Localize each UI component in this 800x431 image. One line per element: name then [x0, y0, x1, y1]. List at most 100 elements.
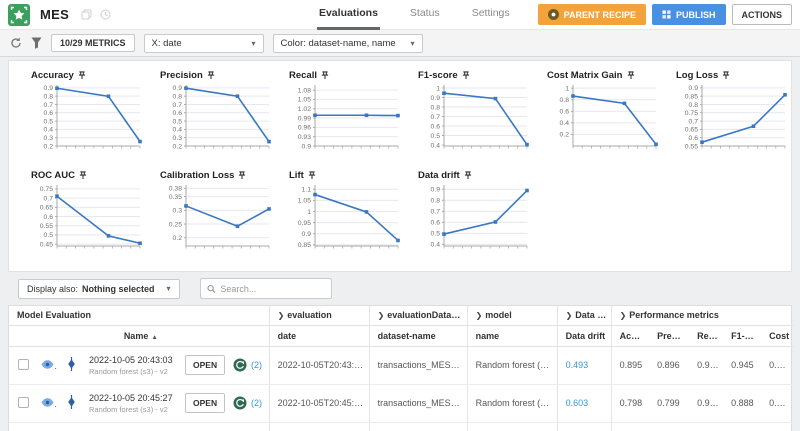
parent-recipe-button[interactable]: PARENT RECIPE: [537, 4, 646, 25]
parent-recipe-label: PARENT RECIPE: [563, 9, 636, 20]
svg-text:0.2: 0.2: [173, 143, 183, 150]
metric-chart-lift: Lift 1.1 1.05 1 0.95 0.9 0.85: [285, 169, 403, 265]
actions-button[interactable]: ACTIONS: [731, 4, 792, 25]
column-precision[interactable]: Precision: [649, 325, 690, 347]
group-model[interactable]: ❯ model: [466, 306, 558, 326]
metrics-selector-button[interactable]: 10/29 METRICS: [51, 34, 135, 52]
column-model-name[interactable]: name: [466, 325, 558, 347]
builds-link[interactable]: (2): [251, 398, 262, 408]
metric-chart-plot: 0.9 0.8 0.7 0.6 0.5 0.4: [431, 185, 529, 249]
pin-icon[interactable]: [464, 171, 472, 180]
group-evaluation-dataset[interactable]: ❯ evaluationDataset: [368, 306, 468, 326]
publish-button[interactable]: PUBLISH: [651, 4, 726, 25]
cell-cost: 0.864: [761, 346, 794, 385]
svg-text:0.5: 0.5: [44, 118, 54, 125]
group-evaluation[interactable]: ❯ evaluation: [268, 306, 370, 326]
svg-text:0.7: 0.7: [431, 209, 441, 216]
charts-row-1: Accuracy 0.9 0.8 0.7 0.6 0.5 0.4 0.3 0.2 Precisio…: [27, 69, 787, 165]
builds-link[interactable]: (2): [251, 360, 262, 370]
column-date[interactable]: date: [268, 325, 370, 347]
column-accuracy[interactable]: Accuracy: [610, 325, 650, 347]
column-data-drift[interactable]: Data drift: [556, 325, 612, 347]
pin-icon[interactable]: [321, 71, 329, 80]
column-dataset-name[interactable]: dataset-name: [368, 325, 468, 347]
metric-chart-plot: 0.75 0.7 0.65 0.6 0.55 0.5 0.45: [40, 185, 142, 249]
open-button[interactable]: OPEN: [185, 393, 225, 413]
svg-text:0.6: 0.6: [560, 109, 570, 116]
group-model-evaluation[interactable]: Model Evaluation: [9, 306, 270, 326]
model-version-icon[interactable]: [67, 395, 76, 409]
copy-icon[interactable]: [81, 9, 92, 20]
data-drift-link[interactable]: 0.603: [565, 398, 589, 408]
display-also-select[interactable]: Display also: Nothing selected ▾: [18, 278, 180, 299]
metric-chart-plot: 1 0.8 0.6 0.4 0.2: [560, 85, 658, 149]
recipe-icon: [547, 9, 559, 20]
row-checkbox[interactable]: [17, 396, 29, 408]
pin-icon[interactable]: [627, 71, 635, 80]
group-data-drift[interactable]: ❯ Data drift: [556, 306, 612, 326]
pin-icon[interactable]: [207, 71, 215, 80]
pin-icon[interactable]: [238, 171, 246, 180]
chart-title: F1-score: [414, 69, 532, 82]
svg-text:0.7: 0.7: [431, 114, 441, 121]
evaluation-name[interactable]: 2022-10-05 20:45:27: [89, 392, 173, 403]
pin-icon[interactable]: [462, 71, 470, 80]
data-drift-link[interactable]: 0.493: [565, 360, 589, 370]
column-f1-score[interactable]: F1-score: [723, 325, 762, 347]
svg-text:0.9: 0.9: [431, 95, 441, 102]
row-checkbox[interactable]: [17, 358, 29, 370]
model-version-icon[interactable]: [67, 357, 76, 371]
metrics-toolbar: 10/29 METRICS X: date ▾ Color: dataset-n…: [0, 30, 800, 57]
search-box[interactable]: [199, 278, 332, 299]
caret-down-icon: ▾: [410, 38, 415, 48]
svg-text:0.65: 0.65: [685, 127, 698, 134]
metric-chart-plot: 0.380.35 0.3 0.25 0.2: [169, 185, 271, 249]
history-clock-icon[interactable]: [100, 9, 111, 20]
charts-row-2: ROC AUC 0.75 0.7 0.65 0.6 0.55 0.5 0.45 Calibrat…: [27, 169, 785, 265]
svg-text:0.85: 0.85: [298, 242, 311, 249]
group-performance-metrics[interactable]: ❯ Performance metrics: [610, 306, 794, 326]
cell-precision: 0.799: [649, 384, 690, 423]
open-button[interactable]: OPEN: [185, 355, 225, 375]
filter-metrics-icon[interactable]: [31, 37, 42, 49]
column-recall[interactable]: Recall: [689, 325, 724, 347]
tab-settings[interactable]: Settings: [471, 7, 510, 19]
svg-text:0.3: 0.3: [173, 208, 183, 215]
svg-text:0.5: 0.5: [173, 118, 183, 125]
chart-title: Lift: [285, 169, 403, 182]
pin-icon[interactable]: [308, 171, 316, 180]
pin-icon[interactable]: [79, 171, 87, 180]
column-cost[interactable]: Cost: [761, 325, 794, 347]
svg-text:0.8: 0.8: [689, 102, 699, 109]
x-axis-select[interactable]: X: date ▾: [143, 33, 264, 53]
cell-recall: 0.999: [689, 346, 724, 385]
refresh-icon[interactable]: [10, 37, 22, 49]
cell-model-name: Random forest (s3) - v2: [466, 346, 558, 385]
color-select[interactable]: Color: dataset-name, name ▾: [272, 33, 423, 53]
caret-down-icon: ▾: [166, 284, 171, 293]
eye-icon[interactable]: [41, 359, 54, 369]
tab-status[interactable]: Status: [409, 7, 440, 19]
cell-recall: 0.999: [689, 384, 724, 423]
metric-chart-accuracy: Accuracy 0.9 0.8 0.7 0.6 0.5 0.4 0.3 0.2: [27, 69, 145, 165]
color-value: Color: dataset-name, name: [280, 37, 396, 49]
svg-text:1: 1: [436, 85, 440, 92]
evaluation-row: 2022-10-05 20:43:03 Random forest (s3) - …: [9, 346, 794, 385]
pin-icon[interactable]: [722, 71, 730, 80]
pin-icon[interactable]: [78, 71, 86, 80]
cell-f1-score: 0.888: [723, 384, 762, 423]
svg-text:0.8: 0.8: [173, 93, 183, 100]
svg-text:0.4: 0.4: [431, 142, 441, 149]
display-also-label: Display also:: [27, 283, 79, 294]
evaluation-name[interactable]: 2022-10-05 20:43:03: [89, 354, 173, 365]
svg-text:0.6: 0.6: [173, 110, 183, 117]
svg-text:1.02: 1.02: [298, 106, 311, 113]
eye-icon[interactable]: [41, 397, 54, 407]
svg-text:0.38: 0.38: [169, 186, 182, 193]
svg-text:1.05: 1.05: [298, 97, 311, 104]
tab-evaluations[interactable]: Evaluations: [316, 0, 380, 30]
search-input[interactable]: [220, 283, 325, 294]
svg-text:0.9: 0.9: [431, 187, 441, 194]
svg-text:0.6: 0.6: [44, 110, 54, 117]
column-name[interactable]: Name ▲: [9, 325, 270, 347]
